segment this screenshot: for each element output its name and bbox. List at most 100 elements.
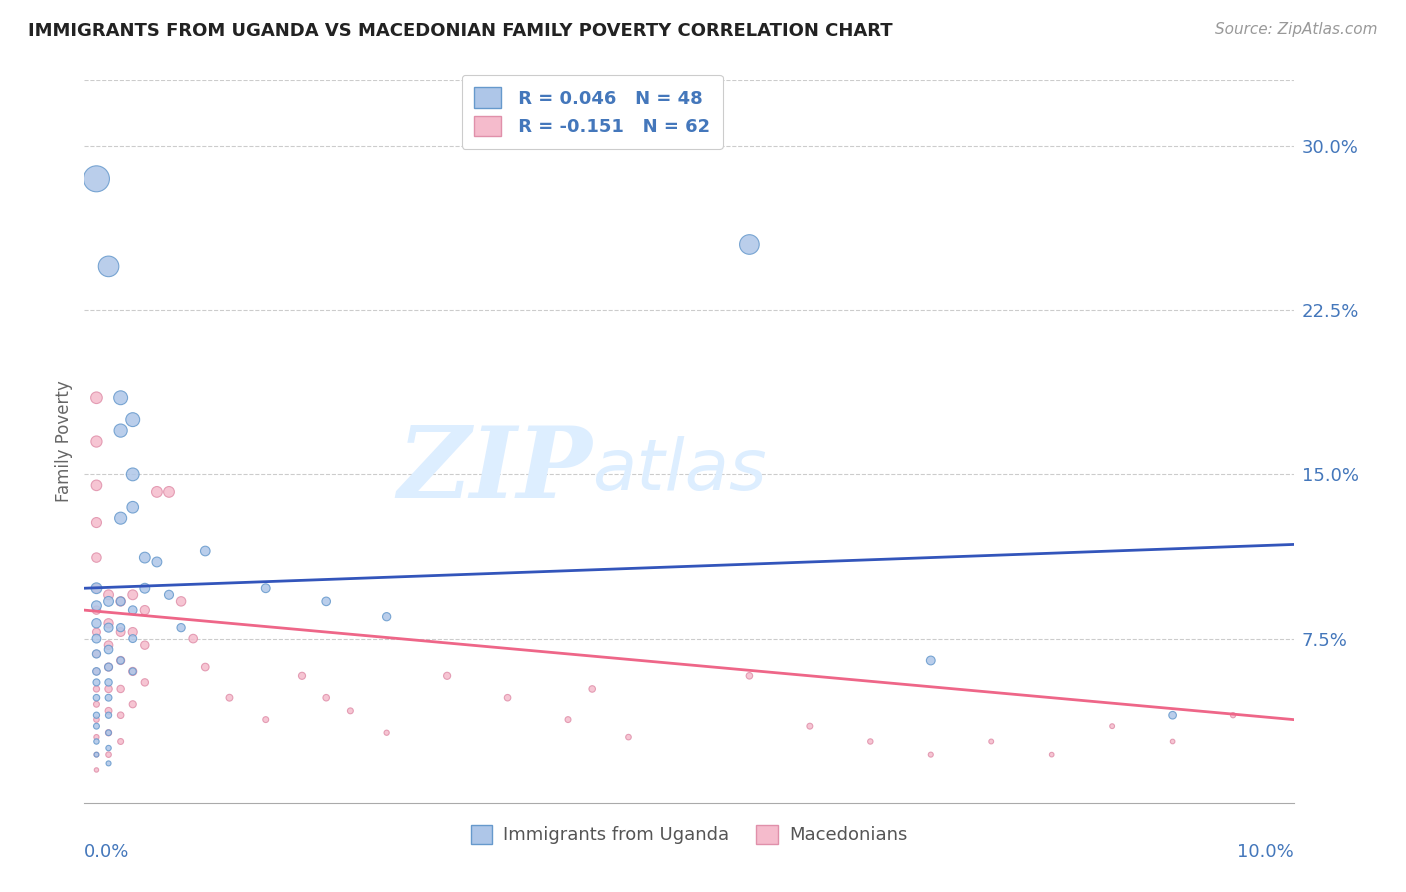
Point bbox=[218, 690, 240, 705]
Point bbox=[121, 698, 143, 712]
Point bbox=[121, 588, 143, 602]
Point bbox=[86, 719, 108, 733]
Point bbox=[121, 467, 143, 482]
Point bbox=[110, 625, 132, 640]
Point bbox=[121, 500, 143, 515]
Point bbox=[738, 669, 761, 683]
Point bbox=[97, 725, 120, 739]
Point bbox=[194, 660, 217, 674]
Point bbox=[86, 581, 108, 595]
Point bbox=[86, 647, 108, 661]
Point bbox=[97, 616, 120, 631]
Point bbox=[86, 516, 108, 530]
Point bbox=[121, 412, 143, 426]
Point bbox=[170, 594, 193, 608]
Point bbox=[181, 632, 204, 646]
Point bbox=[86, 708, 108, 723]
Point bbox=[1040, 747, 1063, 762]
Point bbox=[121, 665, 143, 679]
Point bbox=[121, 625, 143, 640]
Point bbox=[581, 681, 603, 696]
Point bbox=[254, 713, 277, 727]
Point bbox=[110, 734, 132, 748]
Point bbox=[557, 713, 579, 727]
Point bbox=[86, 713, 108, 727]
Point bbox=[97, 621, 120, 635]
Point bbox=[146, 484, 169, 499]
Point bbox=[291, 669, 314, 683]
Point bbox=[146, 555, 169, 569]
Point bbox=[86, 763, 108, 777]
Point bbox=[97, 741, 120, 756]
Point bbox=[110, 708, 132, 723]
Point bbox=[110, 511, 132, 525]
Point bbox=[86, 478, 108, 492]
Point bbox=[97, 638, 120, 652]
Point bbox=[170, 621, 193, 635]
Point bbox=[121, 603, 143, 617]
Point bbox=[1161, 708, 1184, 723]
Point bbox=[1101, 719, 1123, 733]
Point bbox=[134, 675, 156, 690]
Point bbox=[134, 603, 156, 617]
Point bbox=[86, 665, 108, 679]
Text: 0.0%: 0.0% bbox=[84, 843, 129, 861]
Point bbox=[1161, 734, 1184, 748]
Point bbox=[97, 260, 120, 274]
Point bbox=[339, 704, 361, 718]
Point bbox=[254, 581, 277, 595]
Text: ZIP: ZIP bbox=[398, 422, 592, 518]
Point bbox=[157, 588, 180, 602]
Point bbox=[97, 588, 120, 602]
Point bbox=[97, 690, 120, 705]
Point bbox=[97, 594, 120, 608]
Point bbox=[194, 544, 217, 558]
Point bbox=[436, 669, 458, 683]
Point bbox=[110, 391, 132, 405]
Point bbox=[86, 681, 108, 696]
Point bbox=[110, 424, 132, 438]
Point bbox=[86, 581, 108, 595]
Point bbox=[134, 581, 156, 595]
Point bbox=[86, 599, 108, 613]
Point bbox=[920, 747, 942, 762]
Point bbox=[738, 237, 761, 252]
Text: Source: ZipAtlas.com: Source: ZipAtlas.com bbox=[1215, 22, 1378, 37]
Point bbox=[110, 621, 132, 635]
Point bbox=[86, 625, 108, 640]
Point bbox=[86, 690, 108, 705]
Point bbox=[97, 675, 120, 690]
Point bbox=[86, 665, 108, 679]
Y-axis label: Family Poverty: Family Poverty bbox=[55, 381, 73, 502]
Point bbox=[97, 747, 120, 762]
Point bbox=[920, 653, 942, 667]
Point bbox=[617, 730, 640, 744]
Point bbox=[86, 730, 108, 744]
Point bbox=[86, 550, 108, 565]
Text: 10.0%: 10.0% bbox=[1237, 843, 1294, 861]
Point bbox=[97, 681, 120, 696]
Point bbox=[97, 756, 120, 771]
Point bbox=[134, 550, 156, 565]
Point bbox=[86, 647, 108, 661]
Point bbox=[97, 660, 120, 674]
Point bbox=[157, 484, 180, 499]
Point bbox=[97, 708, 120, 723]
Text: IMMIGRANTS FROM UGANDA VS MACEDONIAN FAMILY POVERTY CORRELATION CHART: IMMIGRANTS FROM UGANDA VS MACEDONIAN FAM… bbox=[28, 22, 893, 40]
Point bbox=[1222, 708, 1244, 723]
Point bbox=[859, 734, 882, 748]
Point bbox=[86, 675, 108, 690]
Point bbox=[86, 391, 108, 405]
Point bbox=[121, 632, 143, 646]
Point bbox=[86, 632, 108, 646]
Point bbox=[315, 690, 337, 705]
Point bbox=[86, 698, 108, 712]
Point bbox=[86, 603, 108, 617]
Point bbox=[799, 719, 821, 733]
Legend: Immigrants from Uganda, Macedonians: Immigrants from Uganda, Macedonians bbox=[464, 818, 914, 852]
Point bbox=[110, 681, 132, 696]
Point bbox=[86, 616, 108, 631]
Point bbox=[110, 653, 132, 667]
Point bbox=[97, 660, 120, 674]
Point bbox=[86, 171, 108, 186]
